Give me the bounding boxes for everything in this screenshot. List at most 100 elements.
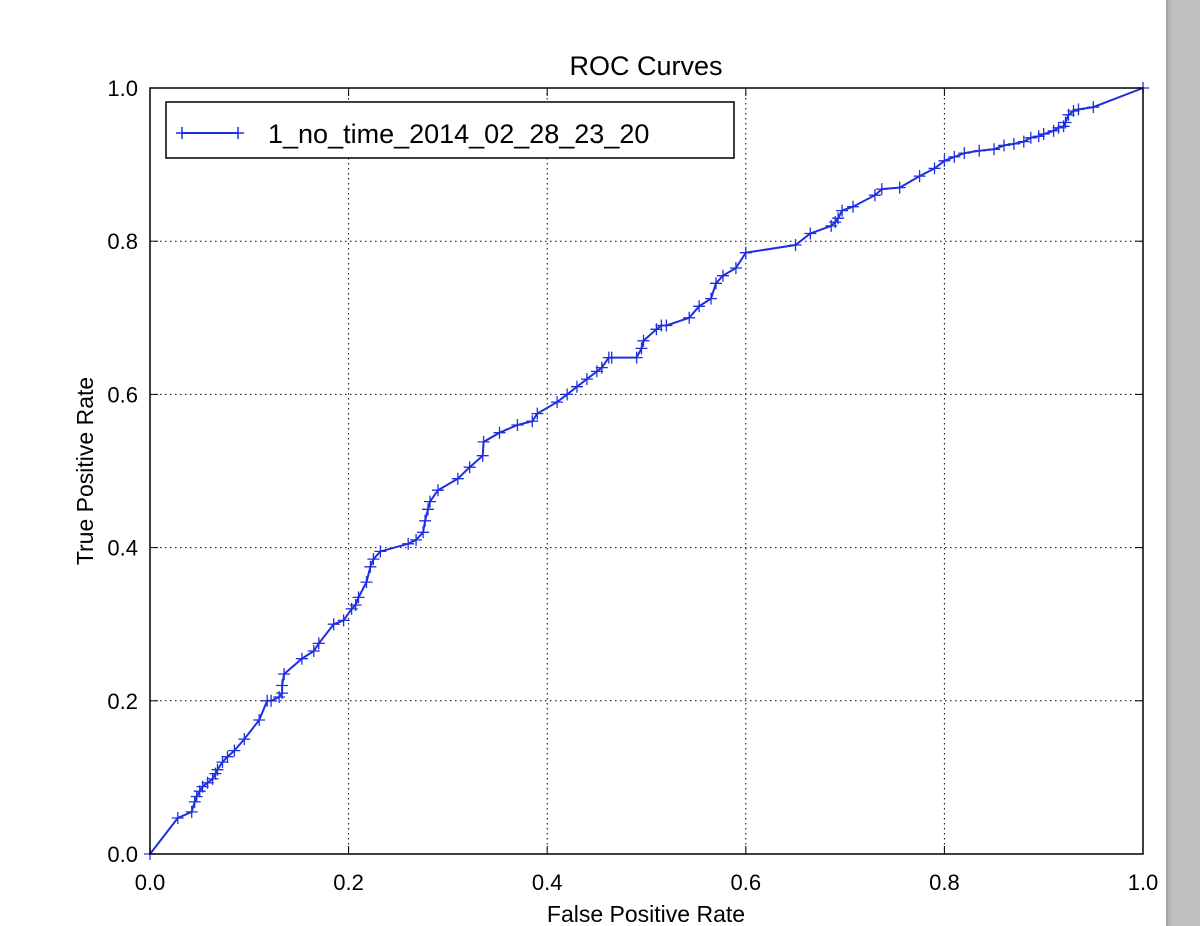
roc-point-marker [717, 269, 729, 282]
legend-marker-left [176, 127, 188, 139]
roc-point-marker [789, 239, 802, 251]
roc-point-marker [463, 461, 476, 474]
legend: 1_no_time_2014_02_28_23_20 [165, 101, 735, 159]
y-tick-label: 0.8 [107, 229, 138, 254]
roc-point-marker [295, 652, 308, 665]
roc-point-marker [1007, 137, 1020, 150]
roc-point-marker [913, 170, 926, 183]
roc-point-marker [422, 503, 434, 516]
grid-lines [150, 88, 1143, 854]
window-edge [1166, 0, 1200, 926]
roc-point-marker [1052, 121, 1065, 134]
roc-point-marker [367, 553, 380, 566]
roc-point-marker [417, 526, 430, 539]
roc-point-marker [360, 576, 373, 589]
roc-point-marker [511, 419, 524, 431]
roc-point-marker [710, 277, 722, 290]
roc-point-marker [958, 147, 971, 160]
roc-point-marker [1059, 116, 1072, 129]
roc-point-marker [998, 139, 1010, 152]
roc-point-marker [374, 545, 387, 558]
legend-box [165, 101, 735, 159]
legend-marker-right [232, 127, 244, 139]
roc-point-marker [349, 599, 362, 611]
roc-point-marker [705, 292, 717, 305]
roc-point-marker [278, 668, 291, 680]
roc-point-marker [238, 733, 251, 746]
roc-point-marker [630, 351, 643, 364]
roc-chart: 0.0 0.2 0.4 0.6 0.8 1.0 0.0 0.2 0.4 0.6 0.8 1.0 ROC… [72, 51, 1158, 926]
roc-point-marker [1072, 103, 1085, 116]
legend-label: 1_no_time_2014_02_28_23_20 [268, 119, 649, 149]
roc-point-marker [1067, 105, 1080, 117]
y-axis-label: True Positive Rate [72, 377, 98, 565]
roc-point-marker [190, 790, 203, 803]
roc-point-marker [973, 144, 986, 157]
x-tick-label: 0.6 [731, 870, 762, 895]
plot-area [150, 88, 1143, 854]
x-axis-label: False Positive Rate [547, 901, 745, 926]
roc-point-marker [551, 396, 564, 409]
y-tick-label: 0.0 [107, 842, 138, 867]
roc-point-marker [804, 227, 817, 240]
roc-point-marker [893, 181, 906, 194]
roc-point-marker [312, 637, 325, 650]
roc-point-marker [352, 591, 365, 604]
roc-point-marker [337, 614, 350, 627]
roc-point-marker [1037, 128, 1050, 140]
roc-point-marker [595, 361, 608, 374]
x-tick-label: 0.8 [929, 870, 960, 895]
roc-point-marker [605, 351, 618, 364]
roc-point-marker [729, 262, 742, 274]
roc-point-marker [206, 772, 219, 785]
roc-point-marker [928, 162, 941, 175]
roc-point-marker [875, 183, 888, 196]
y-tick-label: 0.2 [107, 689, 138, 714]
roc-point-marker [1024, 131, 1037, 144]
roc-point-marker [988, 143, 1000, 156]
tick-labels: 0.0 0.2 0.4 0.6 0.8 1.0 0.0 0.2 0.4 0.6 0.8 1.0 [107, 76, 1158, 895]
roc-point-marker [635, 342, 648, 355]
roc-point-marker [938, 154, 951, 167]
y-tick-label: 0.4 [107, 536, 138, 561]
roc-point-marker [221, 750, 234, 763]
roc-point-marker [832, 212, 845, 225]
roc-point-marker [171, 812, 184, 824]
roc-point-marker [185, 805, 198, 818]
x-tick-label: 0.2 [333, 870, 364, 895]
x-tick-label: 0.4 [532, 870, 563, 895]
roc-point-marker [477, 435, 490, 448]
x-tick-label: 1.0 [1128, 870, 1159, 895]
roc-point-marker [432, 484, 444, 497]
roc-point-marker [307, 645, 320, 657]
roc-point-marker [410, 533, 423, 546]
roc-point-marker [188, 795, 201, 808]
roc-point-marker [1032, 130, 1045, 143]
roc-point-marker [424, 495, 436, 508]
roc-point-marker [847, 200, 859, 213]
roc-point-marker [561, 388, 574, 401]
roc-point-marker [1017, 135, 1030, 148]
roc-point-marker [402, 537, 415, 550]
roc-point-marker [253, 714, 266, 726]
roc-point-marker [476, 449, 489, 462]
roc-point-marker [868, 189, 881, 202]
roc-point-marker [948, 150, 961, 163]
roc-point-marker [419, 514, 432, 527]
roc-point-marker [1087, 101, 1100, 114]
roc-point-marker [276, 679, 289, 692]
chart-title: ROC Curves [569, 51, 722, 81]
roc-point-marker [580, 373, 593, 386]
y-tick-label: 0.6 [107, 382, 138, 407]
roc-point-marker [265, 694, 278, 707]
roc-point-marker [493, 426, 506, 439]
x-tick-label: 0.0 [135, 870, 166, 895]
series-layer [144, 82, 1149, 860]
roc-point-marker [637, 334, 650, 347]
roc-point-marker [451, 472, 464, 485]
roc-point-marker [526, 415, 539, 428]
roc-point-marker [211, 763, 224, 776]
figure-canvas: 0.0 0.2 0.4 0.6 0.8 1.0 0.0 0.2 0.4 0.6 0.8 1.0 ROC… [0, 0, 1166, 926]
roc-point-marker [216, 756, 229, 769]
roc-point-marker [364, 560, 377, 573]
